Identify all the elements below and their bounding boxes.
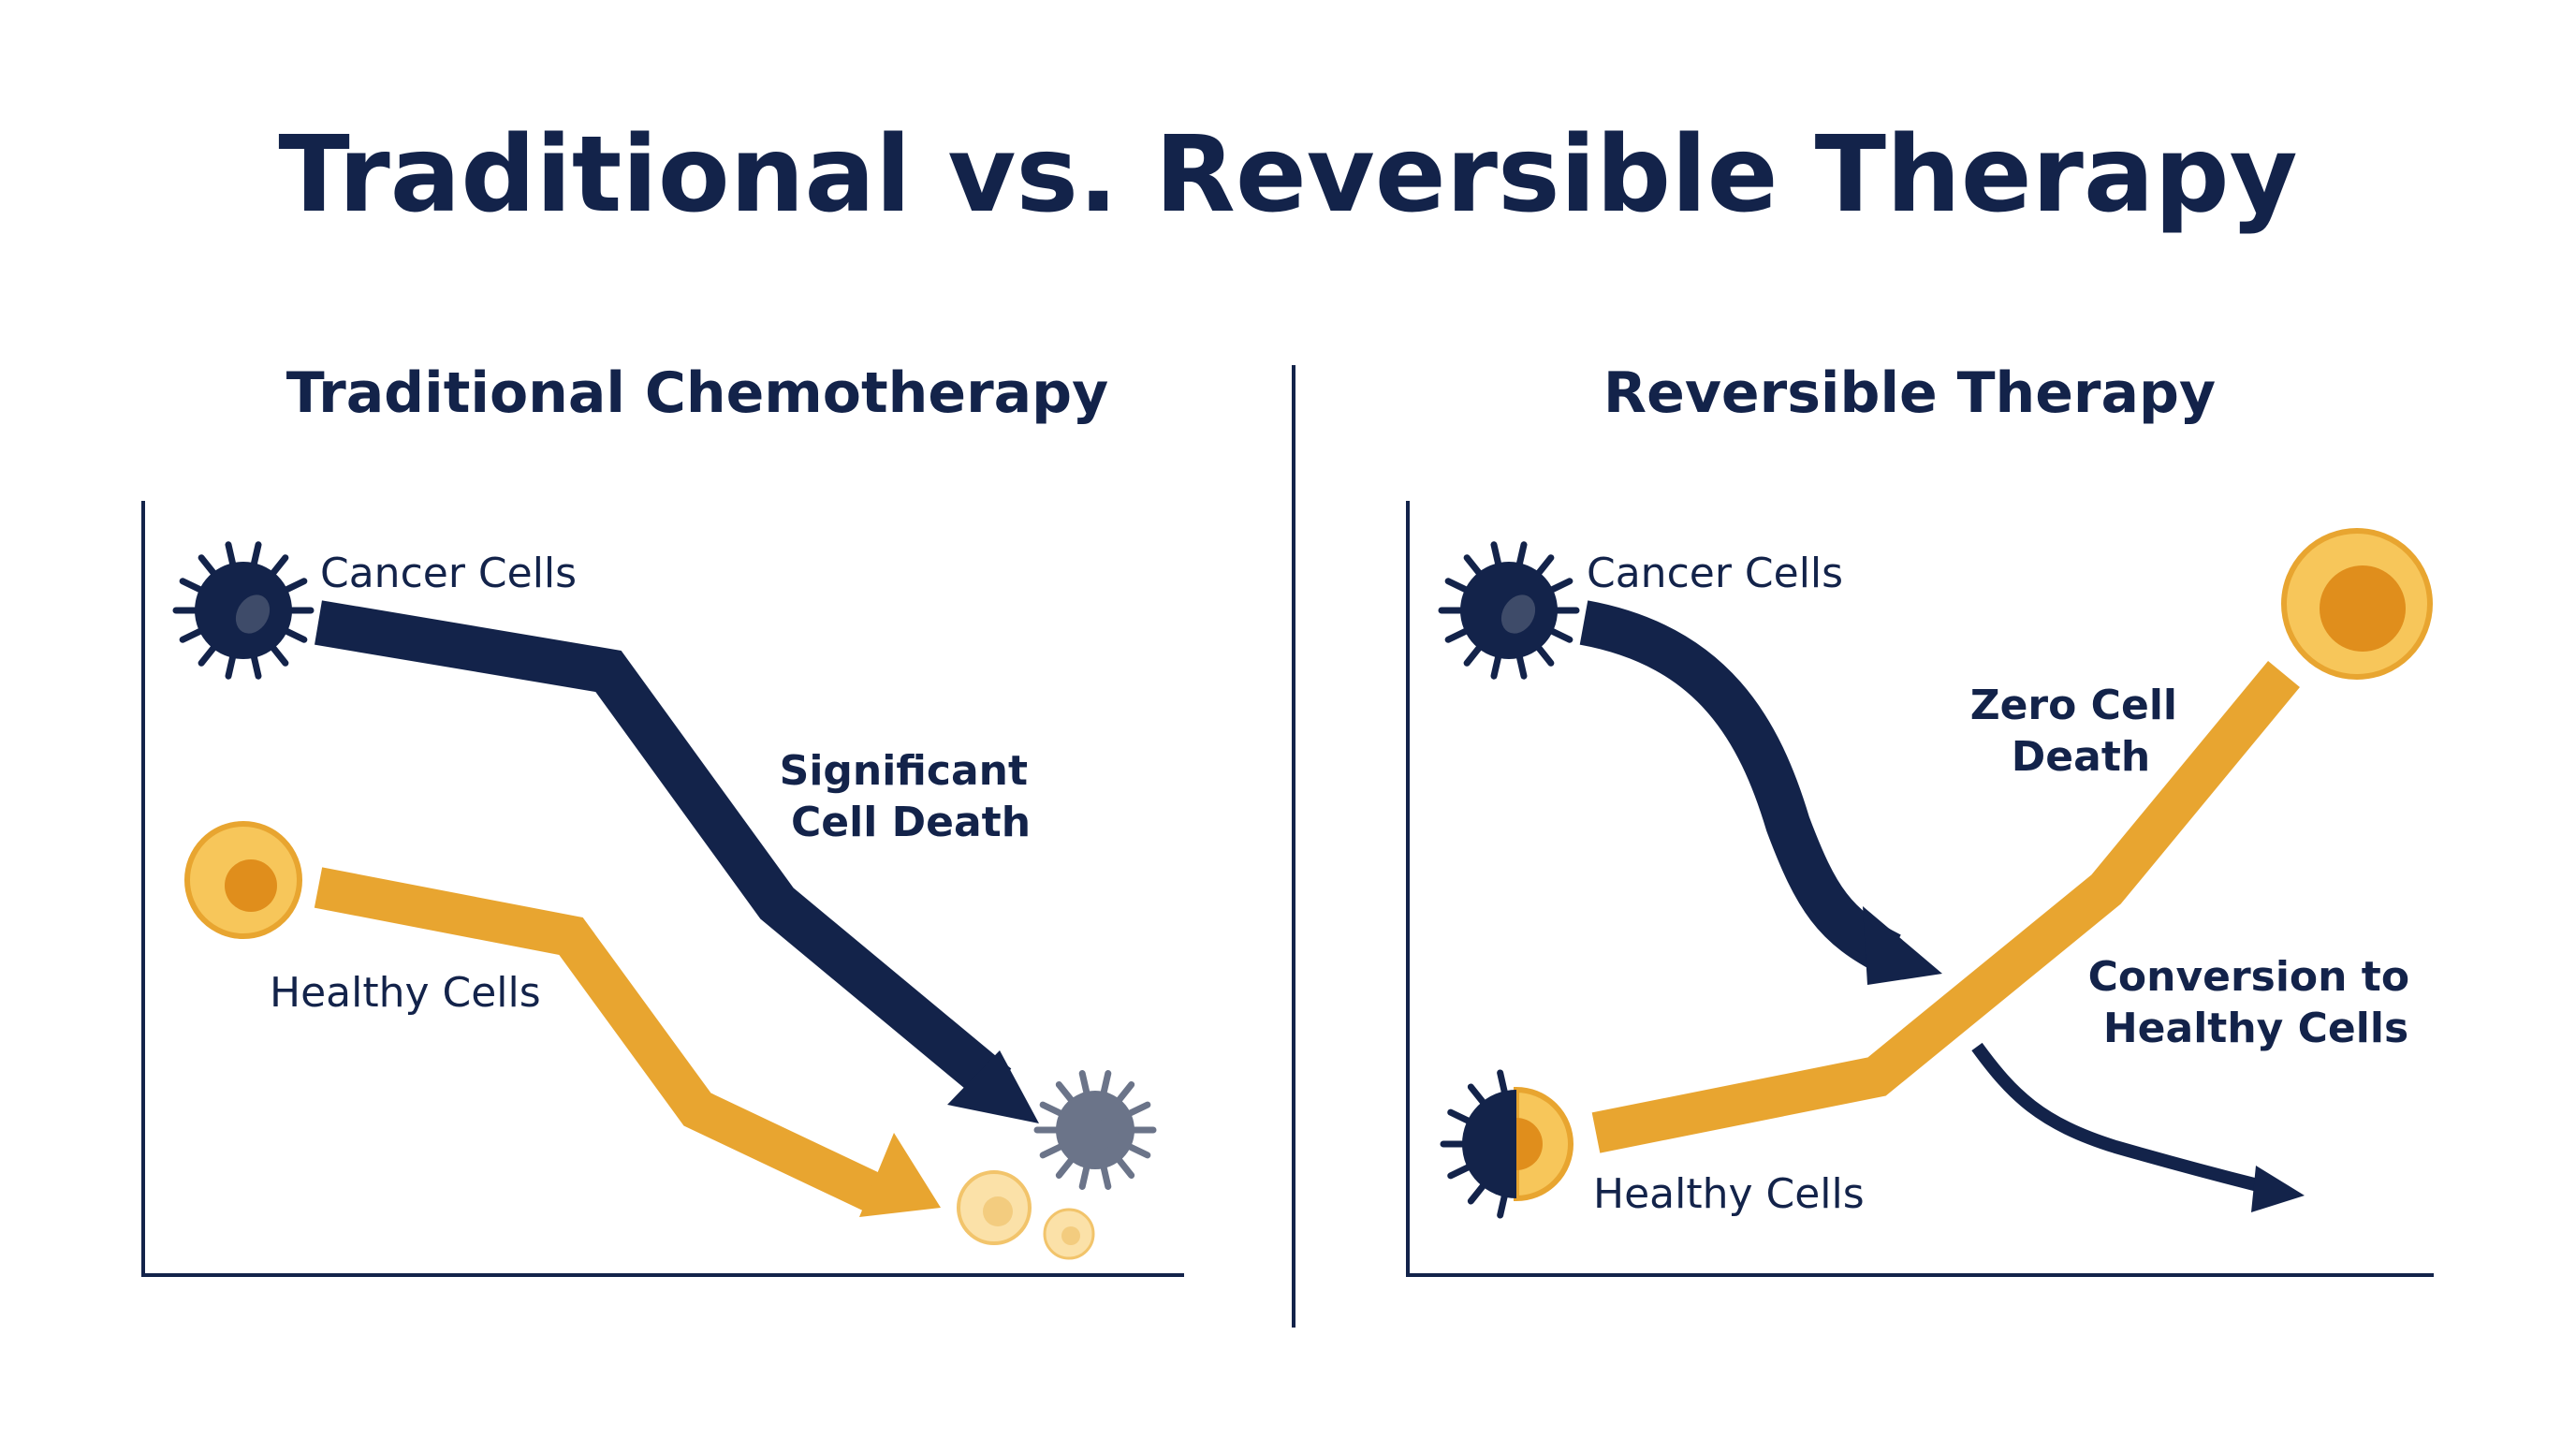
left-healthy-label: Healthy Cells	[270, 969, 541, 1017]
right-annotation-conversion-line2: Healthy Cells	[2103, 1005, 2408, 1052]
right-panel: Reversible Therapy Cancer Cells Healthy …	[1406, 360, 2434, 1277]
large-healthy-cell-icon	[2281, 528, 2433, 680]
right-panel-title: Reversible Therapy	[1603, 360, 2216, 426]
left-annotation-line1: Significant	[780, 747, 1028, 795]
cell-spike	[1123, 1141, 1151, 1159]
right-cancer-label: Cancer Cells	[1587, 550, 1843, 597]
left-cancer-arrow	[315, 600, 1012, 1104]
right-cancer-cell-icon	[1438, 541, 1580, 680]
cell-nucleus	[235, 594, 271, 634]
right-axes	[1406, 501, 2434, 1277]
half-converted-cell-icon	[1440, 1069, 1573, 1219]
faded-healthy-cell-icon	[957, 1170, 1095, 1260]
left-axes	[141, 501, 1184, 1277]
left-annotation-line2: Cell Death	[791, 799, 1031, 846]
cell-spike	[225, 651, 237, 680]
cell-healthy-half	[1514, 1086, 1573, 1202]
right-cancer-arrowhead	[1863, 906, 1942, 985]
cell-nucleus	[1090, 1118, 1119, 1150]
cancer-cell-icon	[172, 541, 315, 680]
cell-spike	[1490, 651, 1502, 680]
right-annotation-zero-line2: Death	[2012, 733, 2150, 781]
left-cancer-label: Cancer Cells	[320, 550, 577, 597]
cell-spike	[1490, 541, 1502, 570]
cell-spike	[1039, 1141, 1067, 1159]
right-conversion-arrowhead	[2251, 1166, 2305, 1212]
left-annotation: Significant Cell Death	[780, 747, 1043, 846]
main-title: Traditional vs. Reversible Therapy	[278, 114, 2297, 236]
cell-spike	[1123, 1101, 1151, 1119]
cell-spike	[1099, 1161, 1112, 1190]
right-cancer-arrow	[1579, 600, 1901, 976]
cell-spike	[1078, 1070, 1091, 1099]
cell-nucleus	[1500, 594, 1536, 634]
left-cancer-arrowhead	[947, 1050, 1039, 1123]
right-annotation-zero-line1: Zero Cell	[1970, 682, 2177, 729]
cell-spike	[1099, 1070, 1112, 1099]
cell-spike	[250, 541, 262, 570]
right-annotation-zero: Zero Cell Death	[1970, 682, 2192, 781]
cell-spike	[1515, 541, 1528, 570]
left-healthy-arrowhead	[859, 1133, 941, 1217]
left-healthy-arrow	[314, 867, 885, 1212]
cell-spike	[1515, 651, 1528, 680]
right-healthy-label: Healthy Cells	[1593, 1170, 1865, 1218]
cell-spike	[250, 651, 262, 680]
cell-cancer-half	[1462, 1090, 1516, 1198]
right-healthy-arrow	[1591, 660, 2300, 1153]
cell-nucleus	[1516, 1118, 1543, 1170]
left-panel-title: Traditional Chemotherapy	[286, 360, 1108, 426]
right-annotation-conversion: Conversion to Healthy Cells	[2088, 953, 2424, 1052]
cell-spike	[225, 541, 237, 570]
cell-spike	[1078, 1161, 1091, 1190]
left-panel: Traditional Chemotherapy Cancer Cells He…	[141, 360, 1184, 1277]
dying-cancer-cell-icon	[1033, 1070, 1157, 1190]
cell-spike	[1039, 1101, 1067, 1119]
healthy-cell-icon	[184, 821, 302, 939]
right-annotation-conversion-line1: Conversion to	[2088, 953, 2409, 1001]
right-conversion-arrow	[1971, 1042, 2267, 1194]
